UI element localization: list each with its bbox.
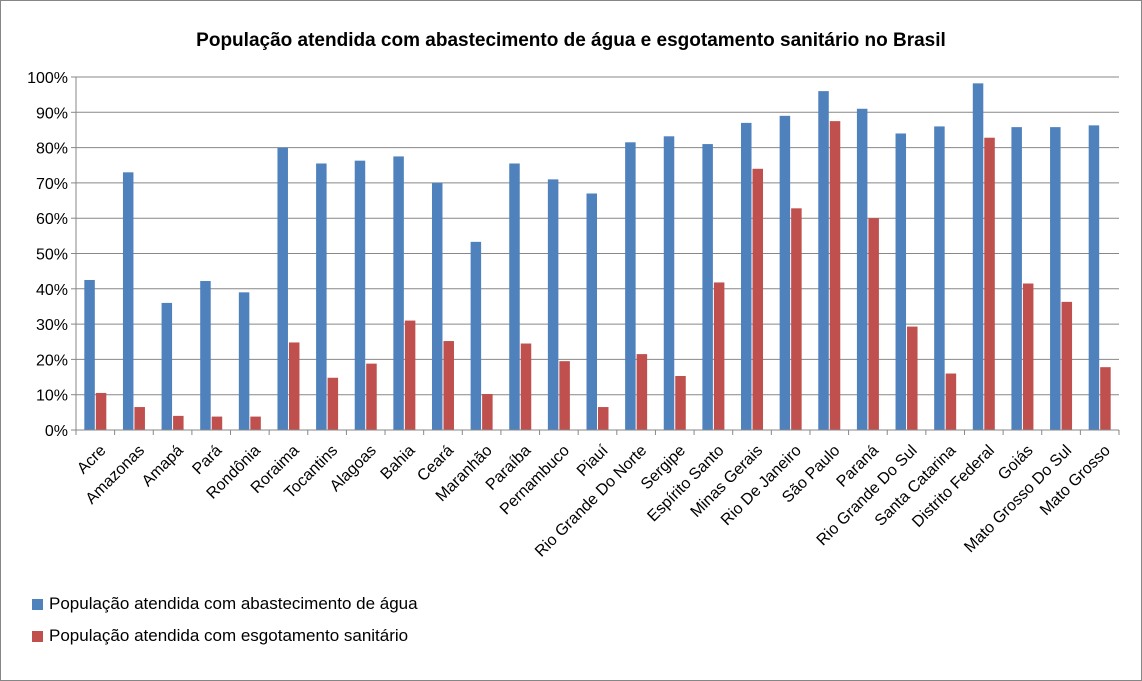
bar-sewage	[134, 407, 145, 430]
bar-water	[818, 91, 829, 431]
chart-title: População atendida com abastecimento de …	[196, 30, 946, 51]
bar-sewage	[559, 361, 570, 430]
bar-water	[316, 163, 327, 431]
bar-sewage	[713, 282, 725, 430]
x-tick-label: Pará	[189, 442, 225, 478]
bar-water	[779, 115, 791, 430]
bar-water	[663, 136, 675, 430]
bar-sewage	[791, 208, 802, 430]
bar-sewage	[907, 326, 918, 430]
bar-water	[547, 179, 559, 430]
bar-sewage	[288, 342, 300, 430]
bar-water	[856, 108, 868, 431]
x-tick-label: Acre	[74, 442, 109, 477]
bar-sewage	[752, 168, 764, 430]
bar-water	[470, 241, 482, 430]
y-tick-label: 60%	[36, 211, 68, 228]
bar-sewage	[366, 363, 377, 430]
y-tick-label: 10%	[36, 388, 68, 405]
bar-water	[934, 126, 945, 431]
bar-sewage	[482, 393, 493, 430]
y-tick-label: 50%	[36, 247, 68, 264]
y-tick-label: 20%	[36, 352, 68, 369]
gridlines	[76, 76, 1119, 396]
legend-label-sewage: População atendida com esgotamento sanit…	[49, 626, 409, 645]
bar-water	[702, 144, 713, 430]
bar-sewage	[675, 375, 686, 430]
y-tick-label: 30%	[36, 317, 68, 334]
bar-water	[509, 163, 520, 431]
bar-water	[1050, 127, 1061, 430]
bar-water	[393, 156, 404, 431]
bar-sewage	[598, 407, 609, 430]
bar-water	[122, 172, 134, 430]
legend-swatch-water	[32, 598, 43, 610]
legend-label-water: População atendida com abastecimento de …	[49, 594, 418, 613]
bars	[84, 83, 1111, 431]
bar-water	[354, 160, 366, 430]
bar-sewage	[868, 218, 879, 430]
bar-sewage	[829, 121, 841, 430]
legend-swatch-sewage	[32, 630, 43, 642]
y-axis-ticks: 0% 10% 20% 30% 40% 50% 60% 70% 80% 90% 100%	[27, 70, 76, 440]
bar-water	[161, 302, 173, 430]
bar-sewage	[1100, 367, 1111, 430]
bar-sewage	[1022, 283, 1034, 430]
y-tick-label: 40%	[36, 282, 68, 299]
bar-sewage	[211, 416, 223, 430]
bar-sewage	[520, 343, 532, 430]
axes	[75, 77, 1119, 431]
bar-water	[741, 122, 752, 430]
y-tick-label: 70%	[36, 176, 68, 193]
bar-sewage	[95, 392, 107, 430]
bar-water	[625, 142, 636, 430]
bar-sewage	[945, 373, 957, 430]
bar-water	[238, 292, 250, 430]
bar-sewage	[1061, 301, 1073, 430]
legend-item-water: População atendida com abastecimento de …	[32, 594, 418, 614]
y-tick-label: 90%	[36, 105, 68, 122]
y-tick-label: 100%	[27, 70, 68, 87]
bar-water	[277, 147, 288, 430]
bar-sewage	[984, 137, 995, 430]
y-tick-label: 0%	[45, 423, 68, 440]
bar-sewage	[636, 354, 648, 430]
x-tick-label: Bahia	[378, 442, 419, 483]
bar-sewage	[327, 377, 339, 430]
bar-water	[586, 193, 597, 430]
bar-sewage	[250, 416, 261, 430]
bar-sewage	[173, 415, 184, 430]
legend-item-sewage: População atendida com esgotamento sanit…	[32, 626, 408, 646]
y-tick-label: 80%	[36, 141, 68, 158]
bar-sewage	[443, 341, 454, 430]
bar-water	[1088, 125, 1100, 431]
bar-water	[200, 281, 211, 430]
bar-water	[1011, 127, 1022, 430]
bar-water	[895, 133, 907, 431]
bar-water	[972, 83, 984, 430]
bar-water	[84, 279, 95, 430]
bar-sewage	[404, 320, 416, 430]
bar-water	[431, 182, 443, 430]
x-tick-label: Amapá	[139, 442, 187, 490]
